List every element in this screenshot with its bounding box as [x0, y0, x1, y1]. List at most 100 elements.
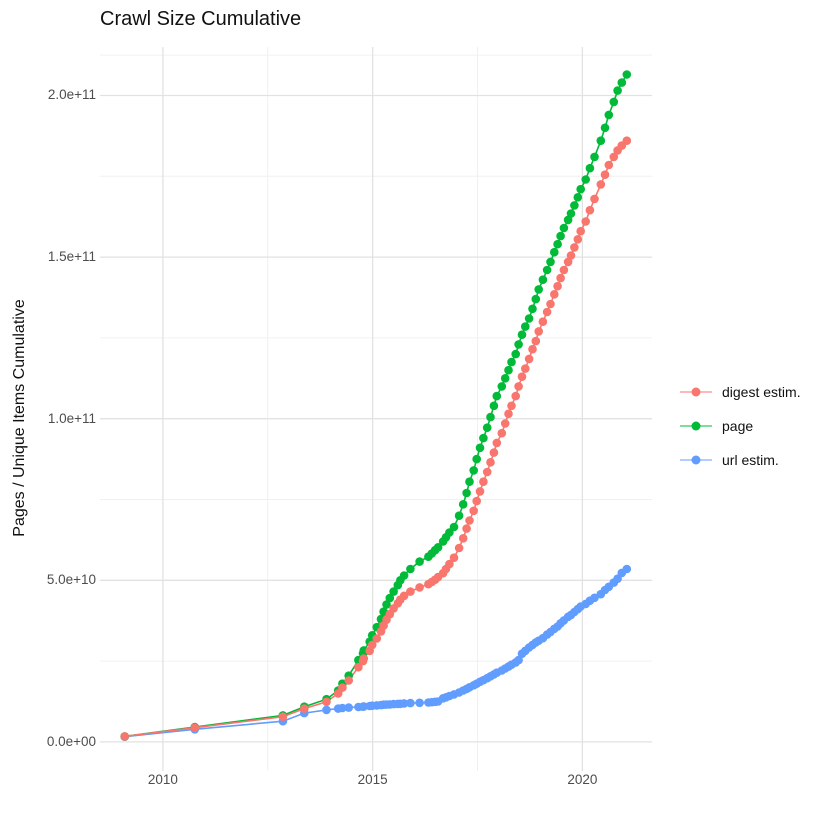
data-point — [585, 205, 595, 215]
data-point — [622, 564, 632, 574]
data-point — [596, 136, 606, 145]
data-point — [507, 401, 516, 411]
data-point — [482, 467, 492, 477]
data-point — [465, 477, 474, 487]
data-point — [596, 180, 606, 189]
data-point — [399, 571, 409, 580]
data-point — [500, 374, 510, 383]
data-point — [542, 307, 552, 317]
data-point — [613, 86, 622, 95]
data-point — [475, 487, 485, 496]
data-point — [385, 593, 395, 603]
data-point — [576, 226, 585, 236]
data-point — [517, 372, 527, 382]
data-point — [300, 704, 309, 713]
data-point — [344, 703, 354, 712]
legend: digest estim. page url estim. — [672, 375, 801, 477]
data-point — [514, 340, 523, 349]
data-point — [497, 382, 507, 391]
legend-key-page — [680, 421, 712, 431]
data-point — [622, 136, 632, 145]
series-points — [120, 70, 632, 741]
y-tick-label: 2.0e+11 — [47, 87, 96, 103]
data-point — [511, 349, 520, 359]
y-tick-label: 1.5e+11 — [47, 249, 96, 265]
data-point — [600, 123, 610, 133]
data-point — [415, 583, 424, 592]
data-point — [559, 265, 569, 275]
data-point — [511, 391, 520, 401]
data-point — [367, 640, 377, 650]
data-point — [514, 655, 523, 665]
data-point — [556, 231, 565, 241]
data-point — [622, 70, 632, 79]
data-point — [517, 330, 527, 340]
data-point — [524, 314, 534, 323]
legend-label: url estim. — [722, 452, 779, 468]
data-point — [486, 458, 495, 467]
data-point — [497, 428, 507, 438]
data-point — [389, 587, 398, 596]
data-point — [445, 559, 454, 569]
data-point — [590, 593, 599, 603]
data-point — [504, 409, 513, 419]
data-point — [563, 257, 573, 267]
data-point — [489, 401, 499, 411]
data-point — [604, 160, 614, 170]
data-point — [479, 433, 488, 443]
data-point — [479, 477, 488, 487]
y-tick-label: 0.0e+00 — [46, 733, 96, 749]
data-point — [550, 290, 559, 299]
data-point — [556, 273, 565, 283]
data-point — [406, 587, 415, 596]
data-point — [469, 466, 479, 475]
data-point — [406, 698, 415, 708]
data-point — [542, 265, 552, 275]
data-point — [475, 443, 485, 453]
data-point — [617, 78, 627, 87]
data-point — [372, 634, 382, 643]
legend-item-page: page — [672, 409, 801, 443]
data-point — [600, 170, 610, 179]
data-point — [566, 209, 576, 218]
data-point — [534, 285, 543, 294]
data-point — [469, 506, 479, 516]
data-point — [482, 423, 492, 433]
data-point — [563, 215, 573, 225]
data-point — [322, 705, 331, 715]
data-point — [454, 511, 464, 520]
data-point — [449, 553, 459, 562]
data-point — [492, 438, 502, 448]
legend-label: digest estim. — [722, 384, 801, 400]
data-point — [531, 294, 541, 304]
data-point — [576, 184, 585, 194]
data-point — [573, 235, 583, 244]
data-point — [472, 454, 482, 464]
data-point — [399, 699, 409, 708]
data-point — [531, 336, 541, 346]
data-point — [566, 251, 576, 260]
data-point — [462, 524, 471, 533]
data-point — [449, 522, 459, 532]
data-point — [528, 344, 537, 354]
data-point — [534, 327, 543, 336]
data-point — [338, 703, 347, 713]
series-line-urlestim — [124, 568, 628, 738]
x-tick-label: 2010 — [147, 772, 178, 787]
data-point — [581, 217, 590, 226]
data-point — [458, 500, 468, 509]
data-point — [609, 152, 619, 162]
legend-key-url — [680, 455, 712, 465]
data-point — [604, 110, 614, 120]
data-point — [472, 496, 482, 506]
data-point — [550, 247, 559, 257]
data-point — [500, 419, 510, 428]
data-point — [585, 163, 595, 173]
legend-label: page — [722, 418, 754, 434]
legend-dot — [691, 421, 701, 431]
data-point — [190, 723, 200, 732]
data-point — [521, 322, 530, 331]
data-point — [581, 175, 590, 184]
chart-title: Crawl Size Cumulative — [100, 8, 302, 30]
